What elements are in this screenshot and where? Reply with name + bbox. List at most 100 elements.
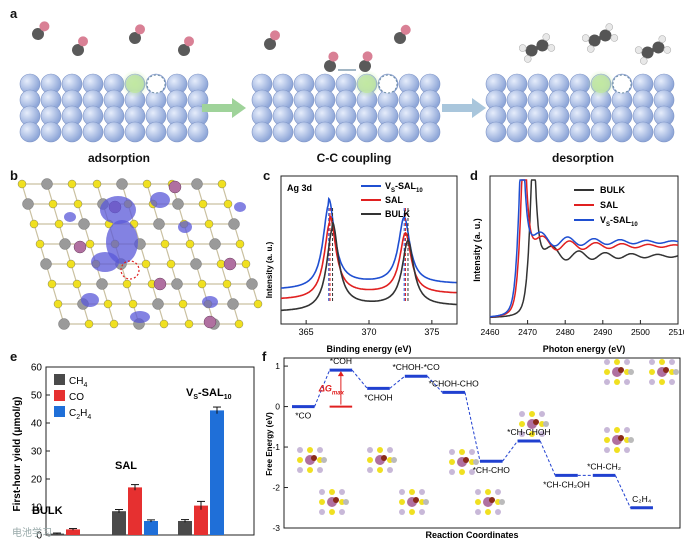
panel-e-bar-chart: First-hour yield (μmol/g) 0102030405060 …	[12, 363, 255, 541]
metal-atom	[78, 218, 90, 230]
lattice-atom	[329, 489, 335, 495]
legend-label: C2H4	[69, 408, 91, 421]
hydrogen-atom	[634, 46, 643, 54]
sulfur-atom	[29, 219, 39, 229]
x-tick-label: 2470	[518, 327, 537, 337]
lattice-atom	[485, 509, 491, 515]
sulfur-atom	[159, 319, 169, 329]
lattice-atom	[387, 467, 393, 473]
sulfur-atom	[53, 299, 63, 309]
x-tick-label: 2460	[481, 327, 500, 337]
metal-atom	[41, 178, 53, 190]
legend-swatch	[54, 406, 65, 417]
xanes-curve-bulk	[490, 179, 679, 319]
carbon-atom	[588, 34, 601, 47]
charge-density-blob	[202, 296, 218, 308]
panel-b-label: b	[10, 168, 18, 183]
surface-atom	[314, 121, 336, 143]
watermark: 电池学习	[12, 528, 52, 539]
legend-label: SAL	[385, 195, 404, 205]
metal-atom	[96, 278, 108, 290]
sulfur-atom	[178, 299, 188, 309]
adsorbate-atom	[663, 367, 669, 373]
y-tick-label: 20	[31, 475, 43, 486]
sulfur-atom	[241, 259, 251, 269]
sulfur-atom	[17, 179, 27, 189]
gmax-arrowhead-up	[337, 371, 344, 377]
x-tick-label: 2480	[556, 327, 575, 337]
legend-label: VS-SAL10	[600, 215, 638, 228]
panel-a-label: a	[10, 6, 18, 21]
x-tick-label: 375	[424, 327, 439, 337]
oxygen-atom	[400, 24, 411, 35]
x-tick-label: 2500	[631, 327, 650, 337]
group-label-vsal: VS-SAL10	[186, 387, 232, 401]
sulfur-atom	[67, 179, 77, 189]
panel-e-label: e	[10, 349, 18, 364]
lattice-atom	[614, 447, 620, 453]
bar-co-bulk	[66, 529, 80, 535]
sulfur-atom	[160, 239, 170, 249]
sulfur-atom	[48, 199, 58, 209]
bar-ch4-vs-sal10	[178, 521, 192, 535]
neighbor-atom	[391, 457, 397, 463]
y-tick-label: 40	[31, 419, 43, 430]
xps-curve-bulk	[281, 221, 457, 312]
lattice-atom	[614, 379, 620, 385]
adsorbate-atom	[618, 435, 624, 441]
xanes-curve-vs-sal10	[489, 179, 679, 318]
carbon-atom	[264, 38, 276, 50]
oxygen-atom	[270, 30, 280, 41]
sulfur-atom	[234, 319, 244, 329]
state-label: *CH-CH₂	[587, 461, 621, 471]
lattice-atom	[469, 449, 475, 455]
sulfur-atom	[217, 179, 227, 189]
surface-slab	[251, 70, 441, 143]
lattice-atom	[297, 457, 303, 463]
panel-d-xanes-chart: Intensity (a. u.) Photon energy (eV) 246…	[472, 175, 684, 354]
state-label: *CO	[295, 411, 311, 421]
metal-atom	[246, 278, 258, 290]
panel-f-xlabel: Reaction Coordinates	[425, 530, 518, 540]
lattice-atom	[659, 359, 665, 365]
adsorbate-atom	[489, 497, 495, 503]
charge-density-blob	[64, 212, 76, 222]
lattice-atom	[319, 509, 325, 515]
state-label: *CHOH-*CO	[392, 362, 440, 372]
legend-label: BULK	[600, 185, 625, 195]
carbon-atom	[178, 44, 190, 56]
metal-atom	[153, 218, 165, 230]
lattice-atom	[475, 489, 481, 495]
lattice-atom	[319, 499, 325, 505]
oxygen-atom	[184, 36, 194, 47]
ethylene-molecule	[634, 35, 672, 65]
sulfur-atom	[35, 239, 45, 249]
lattice-atom	[317, 447, 323, 453]
lattice-atom	[399, 489, 405, 495]
adsorbate-atom	[381, 455, 387, 461]
y-tick-label: 10	[31, 503, 43, 514]
panel-f-energy-diagram: Free Energy (eV) Reaction Coordinates 1 0…	[265, 356, 681, 540]
surface-atom	[527, 121, 549, 143]
carbon-atom	[324, 60, 336, 72]
lattice-atom	[367, 457, 373, 463]
co-molecule	[264, 30, 280, 50]
sulfur-atom	[85, 239, 95, 249]
hydrogen-atom	[581, 34, 590, 42]
panel-f-frame	[283, 357, 681, 529]
surface-atom	[632, 121, 654, 143]
y-tick-label: 0	[36, 531, 42, 541]
lattice-atom	[409, 509, 415, 515]
lattice-atom	[377, 467, 383, 473]
lattice-atom	[459, 469, 465, 475]
group-label-sal: SAL	[115, 460, 137, 472]
oxygen-atom	[39, 21, 50, 32]
neighbor-atom	[321, 457, 327, 463]
charge-density-blob	[234, 202, 246, 212]
carbon-atom	[525, 44, 538, 57]
vacancy-site	[378, 74, 398, 94]
neighbor-atom	[628, 437, 634, 443]
neighbor-atom	[673, 369, 679, 375]
sulfur-atom	[66, 259, 76, 269]
lattice-atom	[614, 427, 620, 433]
